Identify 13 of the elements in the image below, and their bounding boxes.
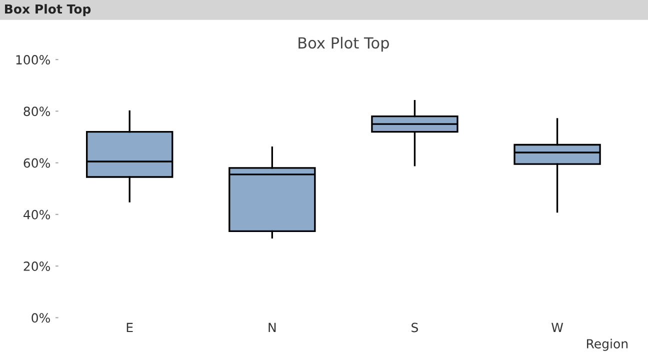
chart-title: Box Plot Top xyxy=(298,36,389,52)
y-tick-label: 0% xyxy=(32,313,50,323)
x-tick-label: W xyxy=(552,322,564,332)
y-tick-label: 40% xyxy=(24,210,50,220)
x-tick-label: E xyxy=(126,322,133,332)
x-tick-label: S xyxy=(412,322,418,332)
x-tick-label: N xyxy=(268,322,276,332)
y-tick-label: 80% xyxy=(24,106,50,116)
y-tick-label: 20% xyxy=(24,262,50,271)
text: Box Plot Top xyxy=(5,4,91,16)
y-tick-label: 100% xyxy=(16,55,50,64)
x-axis-title: Region xyxy=(586,338,628,351)
y-tick-label: 60% xyxy=(24,158,50,168)
